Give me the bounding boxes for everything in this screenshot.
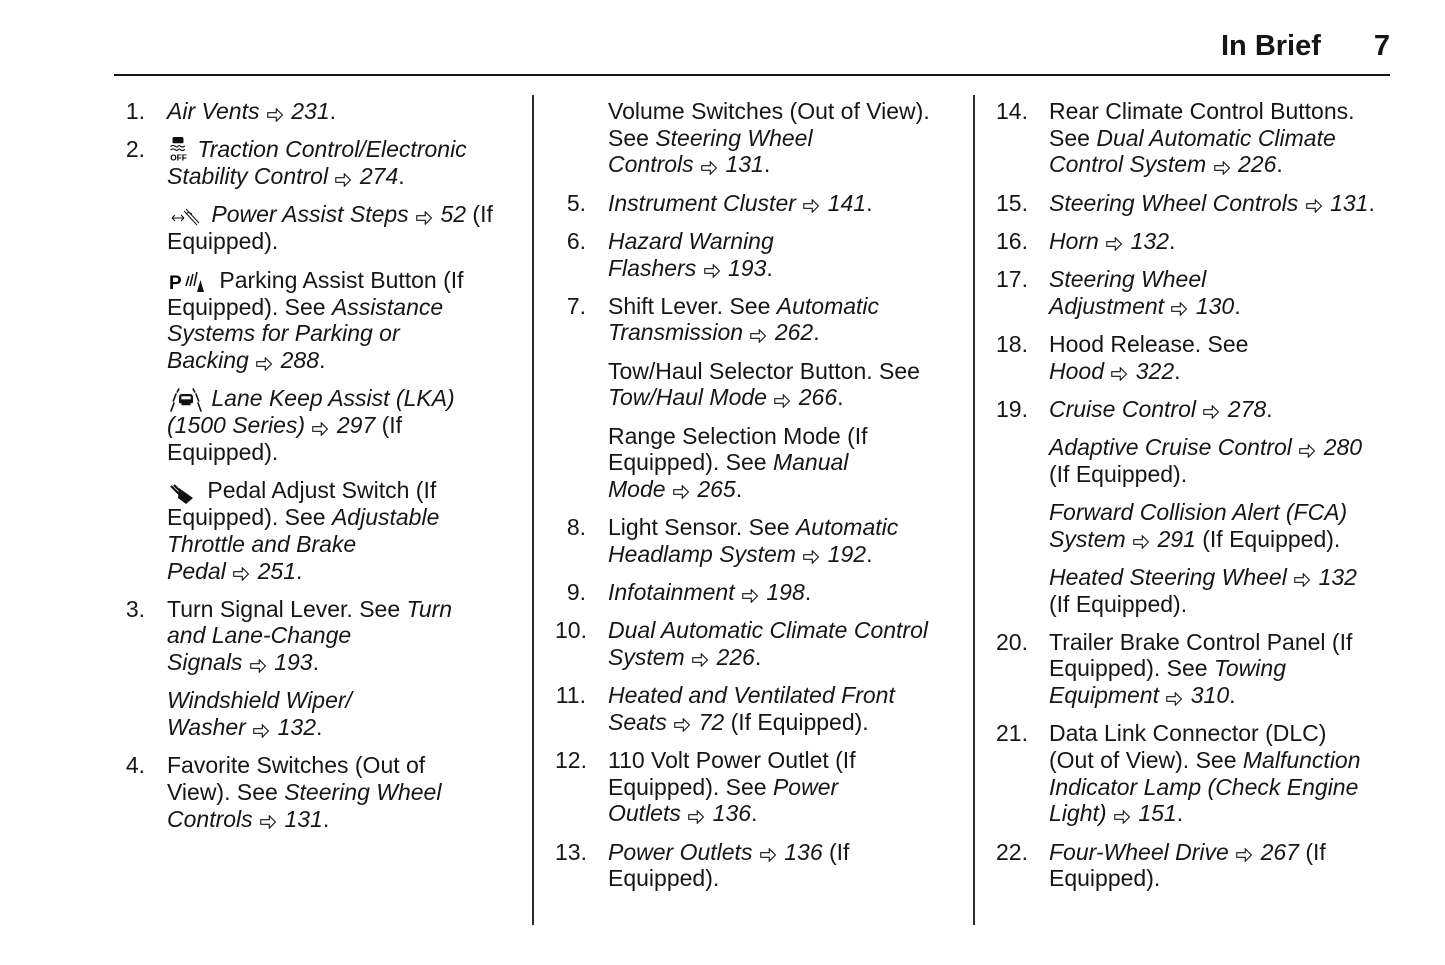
svg-text:P: P [169, 273, 182, 294]
svg-text:OFF: OFF [170, 153, 187, 163]
